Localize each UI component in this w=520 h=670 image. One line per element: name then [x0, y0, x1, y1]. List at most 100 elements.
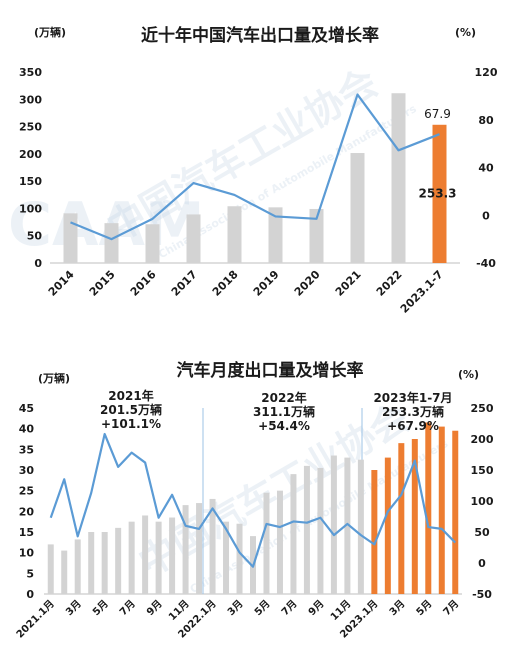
chart2-bar — [276, 490, 283, 594]
chart1-title: 近十年中国汽车出口量及增长率 — [141, 25, 379, 46]
chart2-xtick: 5月 — [90, 598, 110, 618]
chart1-bar-2017 — [186, 214, 201, 263]
chart2-ytick: 25 — [19, 485, 34, 498]
annotation-2021-year: 2021年 — [108, 388, 153, 403]
chart1-ytick: 150 — [19, 175, 42, 188]
annotation-2022-year: 2022年 — [261, 390, 306, 405]
chart1-xtick: 2018 — [210, 268, 241, 299]
chart2-right-unit: (%) — [458, 368, 479, 381]
chart2-bar — [101, 532, 108, 594]
chart2-y2tick: 150 — [471, 464, 494, 477]
annotation-2022-growth: +54.4% — [258, 419, 310, 433]
chart2-bar — [263, 492, 270, 594]
chart1-ytick: 350 — [19, 66, 42, 79]
chart1-bar-2021 — [350, 153, 365, 263]
chart2-xtick: 7月 — [441, 598, 461, 618]
chart1-volume-label: 253.3 — [419, 187, 457, 201]
chart1-bar-2016 — [145, 224, 160, 263]
chart2-xtick: 11月 — [166, 598, 191, 623]
chart1-xtick: 2014 — [46, 268, 77, 299]
chart2-bar — [303, 465, 310, 594]
chart1-ytick: 250 — [19, 121, 42, 134]
chart2-y2tick: 100 — [471, 495, 494, 508]
chart2-bar — [371, 470, 378, 594]
chart2-xtick: 11月 — [328, 598, 353, 623]
chart2-bar — [47, 544, 54, 594]
chart2-ytick: 35 — [19, 443, 34, 456]
chart1-bar-2023.1-7 — [432, 124, 447, 263]
chart2-y2-ticks: -50 0 50 100 150 200 250 — [471, 402, 494, 601]
chart1-xtick: 2022 — [374, 268, 405, 299]
chart1-y2tick: 80 — [478, 114, 494, 127]
chart2-bar — [290, 474, 297, 594]
chart2-bar — [317, 467, 324, 594]
chart2-y2tick: -50 — [472, 588, 492, 601]
chart1-growth-label: 67.9 — [424, 107, 451, 121]
chart1-ytick: 300 — [19, 93, 42, 106]
chart2-ytick: 40 — [19, 423, 35, 436]
chart2-y2tick: 250 — [471, 402, 494, 415]
chart1-y2tick: 40 — [478, 162, 494, 175]
chart2-ytick: 5 — [26, 567, 34, 580]
chart2-ytick: 0 — [26, 588, 34, 601]
annotation-2023-year: 2023年1-7月 — [373, 390, 452, 405]
chart2-xtick: 9月 — [306, 598, 326, 618]
chart1-x-ticks: 2014 2015 2016 2017 2018 2019 2020 2021 20222023… — [46, 268, 446, 316]
chart1-bar-2018 — [227, 206, 242, 263]
chart2-bar — [142, 515, 149, 594]
chart2-bar — [236, 523, 243, 594]
annotation-2021-growth: +101.1% — [101, 417, 161, 431]
chart2-bar — [384, 457, 391, 594]
chart1-y2tick: 0 — [482, 209, 490, 222]
chart2-ytick: 15 — [19, 526, 34, 539]
chart1-ytick: 100 — [19, 202, 42, 215]
chart1-xtick: 2021 — [333, 268, 364, 299]
chart2-bar — [128, 521, 135, 594]
chart1-xtick: 2020 — [292, 268, 323, 299]
chart2-bar — [411, 439, 418, 594]
chart2-xtick: 7月 — [117, 598, 137, 618]
chart2-y2tick: 200 — [471, 433, 494, 446]
chart1-growth-line — [70, 93, 440, 241]
chart2-y2tick: 0 — [478, 557, 486, 570]
chart2-bar — [398, 443, 405, 594]
chart2-ytick: 20 — [19, 505, 35, 518]
chart2-xtick: 3月 — [63, 598, 83, 618]
chart2-bar — [344, 457, 351, 594]
chart2-ytick: 10 — [19, 547, 35, 560]
chart2-ytick: 30 — [19, 464, 35, 477]
chart2-bar — [452, 430, 459, 594]
chart2-bar — [196, 503, 203, 594]
chart1-bars — [63, 93, 447, 263]
chart1-y-ticks: 0 50 100 150 200 250 300 350 — [19, 66, 42, 270]
chart2-xtick: 3月 — [225, 598, 245, 618]
chart1-bar-2019 — [268, 207, 283, 263]
chart2-y2tick: 50 — [474, 526, 490, 539]
chart1-bar-2020 — [309, 208, 324, 263]
chart2-bar — [115, 527, 122, 594]
chart1-right-unit: (%) — [455, 26, 476, 39]
chart1-left-unit: (万辆) — [34, 25, 66, 39]
chart2-bar — [223, 521, 230, 594]
chart2-xtick: 9月 — [144, 598, 164, 618]
chart2-xtick: 3月 — [387, 598, 407, 618]
chart2-bar — [182, 505, 189, 594]
chart2-bar — [357, 459, 364, 594]
chart1-bar-2015 — [104, 223, 119, 263]
chart1-xtick: 2019 — [251, 268, 282, 299]
chart2-xtick: 5月 — [252, 598, 272, 618]
chart1-xtick: 2023.1-7 — [398, 268, 446, 316]
chart1-line-series — [70, 93, 440, 241]
chart1-y2-ticks: -40 0 40 80 120 — [475, 66, 498, 270]
chart2-bar — [74, 539, 81, 594]
chart2-bar — [438, 426, 445, 594]
chart2-bars — [47, 422, 459, 594]
annotation-2023-volume: 253.3万辆 — [382, 404, 444, 419]
chart2-left-unit: (万辆) — [38, 371, 70, 385]
chart1-ytick: 0 — [34, 257, 42, 270]
chart2-bar — [330, 455, 337, 594]
chart1-xtick: 2017 — [169, 268, 200, 299]
chart1-bar-2022 — [391, 93, 406, 263]
chart2-bar — [425, 422, 432, 594]
